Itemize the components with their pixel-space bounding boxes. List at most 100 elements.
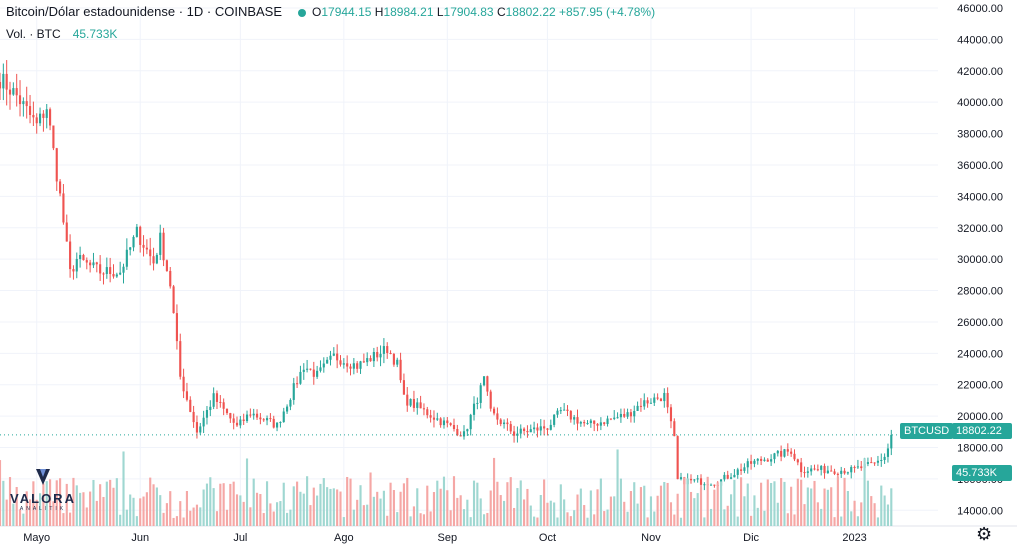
volume-bar <box>386 515 389 526</box>
volume-bar <box>165 503 168 526</box>
candle-body <box>52 125 55 149</box>
volume-bar <box>326 487 329 526</box>
volume-bar <box>566 512 569 526</box>
candle-body <box>776 450 779 454</box>
volume-bar <box>18 509 22 526</box>
candle-body <box>442 420 446 426</box>
volume-bar <box>629 491 632 526</box>
volume-bar <box>686 478 689 526</box>
volume-bar <box>502 500 506 526</box>
candle-body <box>349 366 352 369</box>
candle-body <box>92 262 95 266</box>
candle-body <box>633 410 636 417</box>
candle-body <box>466 429 469 432</box>
candle-body <box>209 406 212 411</box>
x-tick-label: Jul <box>233 532 247 544</box>
volume-legend: Vol. · BTC 45.733K <box>6 27 117 41</box>
volume-bar <box>890 488 893 526</box>
candle-body <box>543 426 546 429</box>
volume-bar <box>506 482 509 526</box>
candle-body <box>826 470 829 474</box>
volume-bar <box>783 481 786 526</box>
volume-bar <box>513 507 516 526</box>
candle-body <box>516 433 519 436</box>
candle-body <box>142 244 145 248</box>
candle-body <box>272 418 275 428</box>
volume-bar <box>119 514 122 526</box>
candle-body <box>673 421 676 437</box>
candle-body <box>506 422 509 425</box>
y-tick-label: 18000.00 <box>957 443 1003 455</box>
valora-logo-icon <box>36 469 50 485</box>
volume-bar <box>152 484 155 526</box>
gear-icon[interactable]: ⚙ <box>976 524 993 544</box>
volume-bar <box>856 516 859 526</box>
candle-body <box>249 414 252 416</box>
y-tick-label: 28000.00 <box>957 286 1003 298</box>
candle-body <box>753 460 756 464</box>
candle-body <box>49 109 52 126</box>
candle-body <box>646 400 649 404</box>
volume-bar <box>406 477 409 526</box>
candle-body <box>743 467 746 471</box>
volume-bar <box>880 485 883 526</box>
volume-bar <box>626 511 629 526</box>
volume-bar <box>489 490 492 526</box>
volume-bar <box>182 517 185 526</box>
candle-body <box>419 402 422 409</box>
volume-bar <box>459 495 462 526</box>
volume-bar <box>733 479 736 526</box>
volume-bar <box>259 494 262 526</box>
volume-bar <box>296 481 299 526</box>
volume-bar <box>122 451 125 526</box>
volume-bar <box>195 504 199 526</box>
candle-body <box>810 468 813 472</box>
volume-bar <box>876 517 880 526</box>
volume-label: Vol. · BTC <box>6 27 61 41</box>
volume-bar <box>840 516 843 526</box>
candle-body <box>235 422 239 426</box>
candle-body <box>262 419 265 421</box>
chart-header: Bitcoin/Dólar estadounidense · 1D · COIN… <box>6 4 655 19</box>
candle-body <box>179 341 182 377</box>
candle-body <box>603 422 606 425</box>
volume-bar <box>159 495 162 526</box>
candle-body <box>689 478 693 481</box>
volume-bar <box>255 492 259 526</box>
volume-bar <box>486 512 489 526</box>
candle-body <box>553 414 556 425</box>
volume-bar <box>599 478 602 526</box>
candle-body <box>155 254 158 264</box>
candle-body <box>389 352 392 354</box>
volume-bar <box>219 483 222 526</box>
y-tick-label: 34000.00 <box>957 191 1003 203</box>
volume-bar <box>736 516 739 526</box>
candle-body <box>856 466 859 468</box>
x-tick-label: 2023 <box>842 532 866 544</box>
candle-body <box>519 428 522 434</box>
candle-body <box>426 409 429 416</box>
candle-body <box>873 462 876 464</box>
candle-body <box>336 353 339 361</box>
volume-bar <box>332 488 335 526</box>
candle-body <box>32 114 35 118</box>
volume-bar <box>282 482 285 526</box>
x-tick-label: Mayo <box>23 532 50 544</box>
volume-bar <box>546 502 549 526</box>
candle-body <box>589 420 592 424</box>
volume-bar <box>516 488 519 526</box>
candle-body <box>12 88 15 95</box>
candle-body <box>482 376 486 386</box>
volume-bar <box>533 516 536 526</box>
candle-body <box>286 406 289 412</box>
volume-bar <box>242 501 245 526</box>
candle-body <box>105 267 108 274</box>
volume-bar <box>309 505 312 526</box>
candle-body <box>429 415 432 418</box>
volume-tag: 45.733K <box>952 465 1012 481</box>
candle-body <box>469 414 472 430</box>
candle-body <box>212 393 215 407</box>
candle-body <box>853 466 856 468</box>
candle-body <box>352 363 355 369</box>
